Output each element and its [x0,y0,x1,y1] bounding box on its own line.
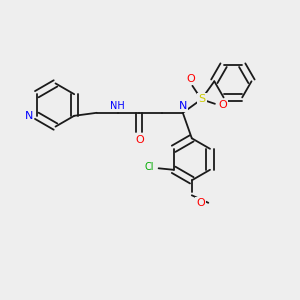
Text: N: N [178,101,187,111]
Text: O: O [196,198,205,208]
Text: O: O [135,135,144,145]
Text: S: S [198,94,206,104]
Text: O: O [187,74,195,84]
Text: N: N [25,111,33,121]
Text: NH: NH [110,101,125,111]
Text: Cl: Cl [144,162,154,172]
Text: O: O [218,100,227,110]
